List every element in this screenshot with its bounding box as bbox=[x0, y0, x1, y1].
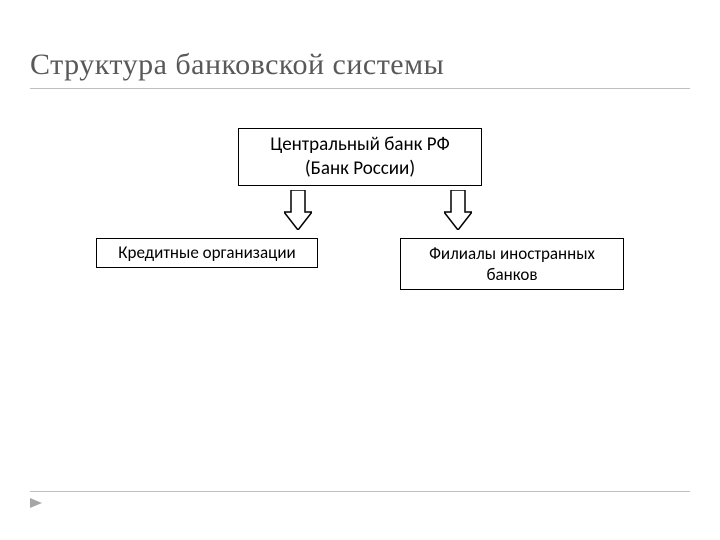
arrow-root-left bbox=[284, 190, 312, 230]
flowchart: Центральный банк РФ(Банк России) Кредитны… bbox=[0, 0, 720, 540]
arrow-root-right bbox=[444, 190, 472, 230]
footer-rule bbox=[30, 491, 690, 492]
node-root: Центральный банк РФ(Банк России) bbox=[238, 128, 482, 186]
footer-marker-icon bbox=[30, 498, 42, 508]
node-left: Кредитные организации bbox=[96, 238, 318, 268]
node-right: Филиалы иностранных банков bbox=[400, 238, 624, 290]
